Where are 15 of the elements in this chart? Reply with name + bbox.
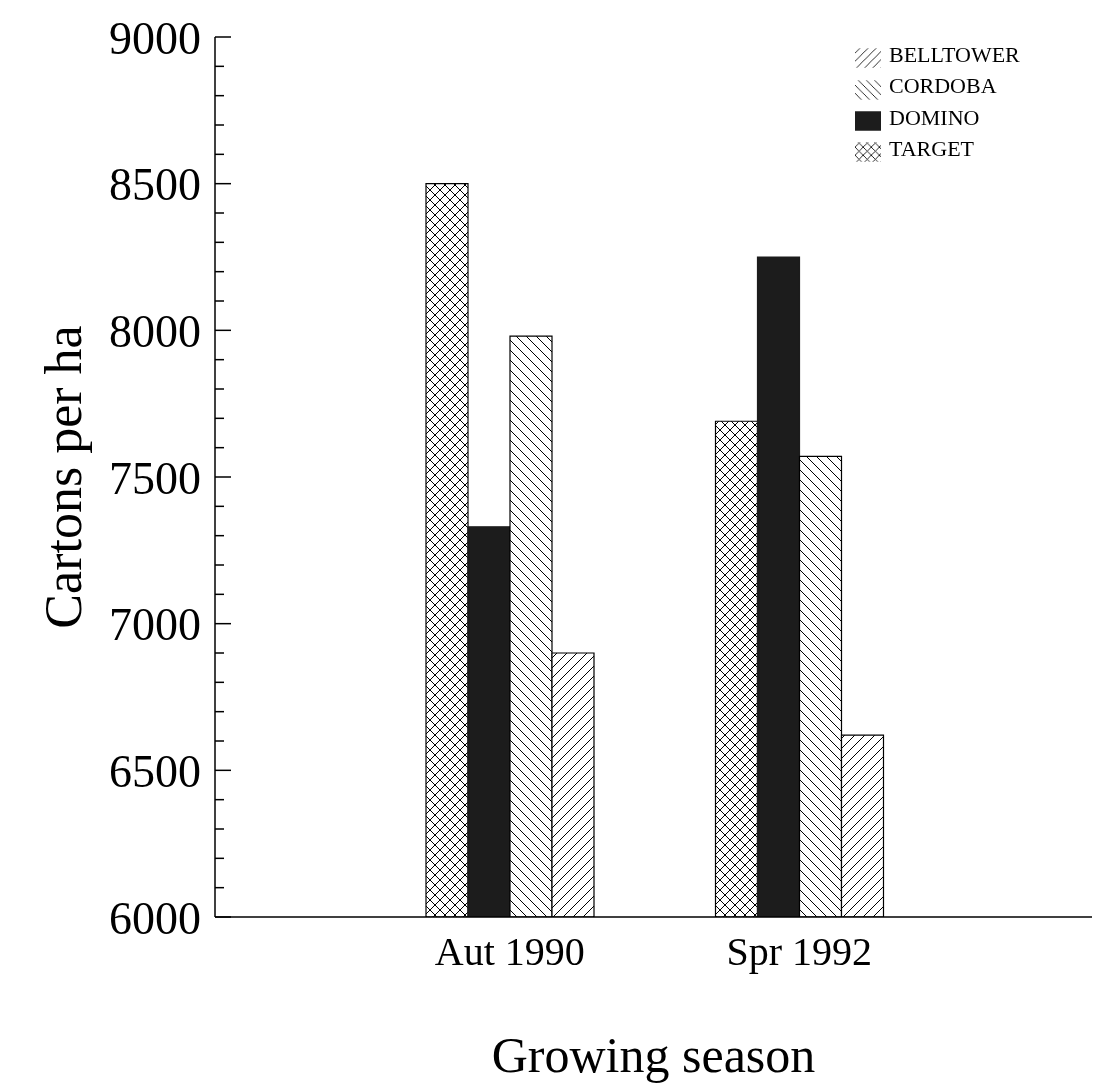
y-tick-label: 8000 [109,305,201,357]
x-axis-title: Growing season [491,1027,816,1083]
x-tick-label: Aut 1990 [434,929,585,975]
y-tick-label: 6500 [109,745,201,797]
legend-label: DOMINO [889,104,980,130]
x-tick-label: Spr 1992 [726,929,873,975]
y-tick-label: 8500 [109,159,201,211]
legend-label: CORDOBA [889,73,997,99]
legend-label: TARGET [889,135,975,161]
y-axis-title: Cartons per ha [35,325,93,629]
y-tick-label: 7000 [109,599,201,651]
y-tick-label: 6000 [109,892,201,944]
y-tick-label: 9000 [109,12,201,64]
y-tick-label: 7500 [109,452,201,504]
legend-label: BELLTOWER [889,42,1020,67]
